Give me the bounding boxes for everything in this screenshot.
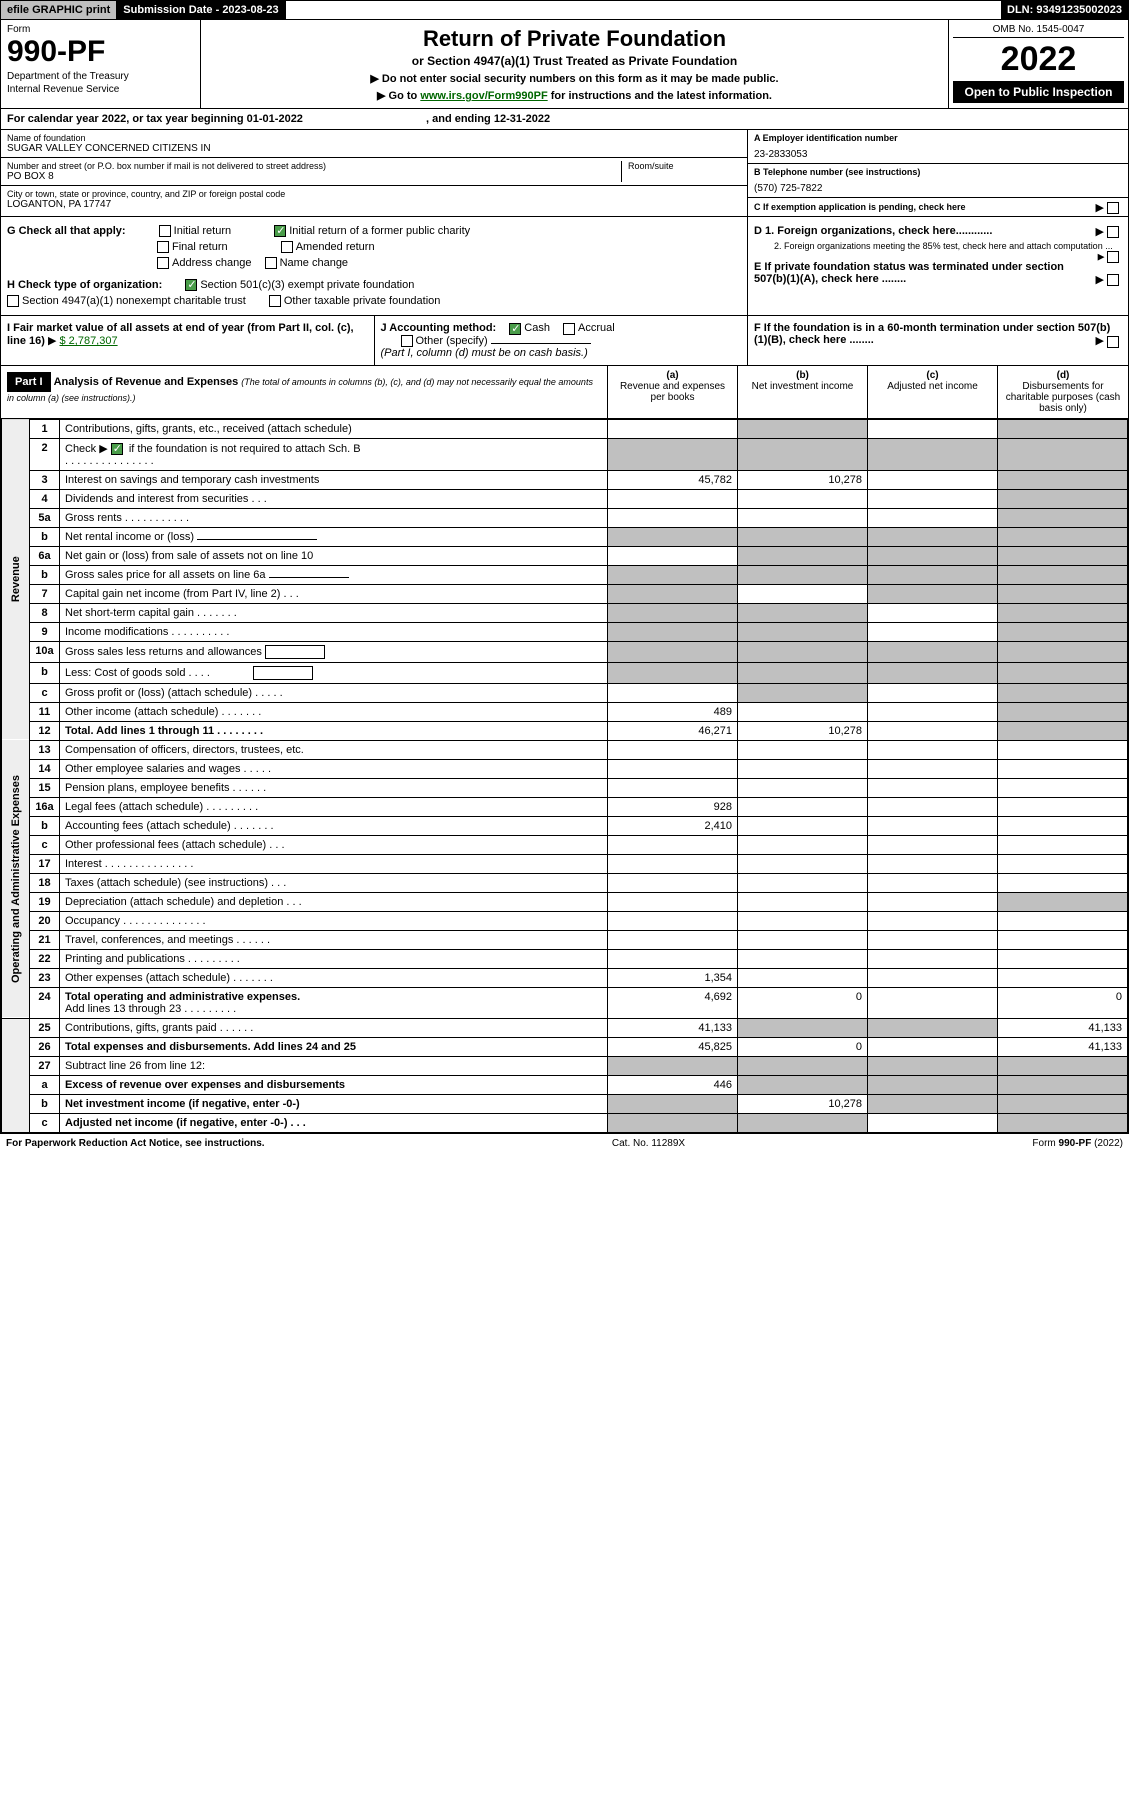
h-4947-checkbox[interactable] xyxy=(7,295,19,307)
e-label: E If private foundation status was termi… xyxy=(754,261,1064,285)
footer-mid: Cat. No. 11289X xyxy=(612,1138,685,1149)
c-checkbox[interactable] xyxy=(1107,202,1119,214)
calendar-year-row: For calendar year 2022, or tax year begi… xyxy=(1,109,1128,130)
dln: DLN: 93491235002023 xyxy=(1001,1,1128,19)
phone-label: B Telephone number (see instructions) xyxy=(754,167,1122,177)
city: LOGANTON, PA 17747 xyxy=(7,199,741,210)
g-initial-former-checkbox[interactable] xyxy=(274,225,286,237)
fmv-value[interactable]: $ 2,787,307 xyxy=(59,335,117,347)
irs-link[interactable]: www.irs.gov/Form990PF xyxy=(420,90,547,102)
j-label: J Accounting method: xyxy=(381,322,497,334)
note-link: ▶ Go to www.irs.gov/Form990PF for instru… xyxy=(207,89,942,102)
h-label: H Check type of organization: xyxy=(7,279,162,291)
c-label: C If exemption application is pending, c… xyxy=(754,202,966,212)
top-bar: efile GRAPHIC print Submission Date - 20… xyxy=(1,1,1128,20)
ein: 23-2833053 xyxy=(754,149,1122,160)
form-subtitle: or Section 4947(a)(1) Trust Treated as P… xyxy=(207,54,942,68)
dept-treasury: Department of the Treasury xyxy=(7,71,194,82)
expenses-label: Operating and Administrative Expenses xyxy=(2,740,30,1018)
e-checkbox[interactable] xyxy=(1107,274,1119,286)
foundation-name: SUGAR VALLEY CONCERNED CITIZENS IN xyxy=(7,143,741,154)
footer-left: For Paperwork Reduction Act Notice, see … xyxy=(6,1138,265,1149)
city-label: City or town, state or province, country… xyxy=(7,189,741,199)
g-address-checkbox[interactable] xyxy=(157,257,169,269)
d2-checkbox[interactable] xyxy=(1107,251,1119,263)
address: PO BOX 8 xyxy=(7,171,621,182)
g-amended-checkbox[interactable] xyxy=(281,241,293,253)
g-name-checkbox[interactable] xyxy=(265,257,277,269)
inspection-badge: Open to Public Inspection xyxy=(953,81,1124,103)
j-cash-checkbox[interactable] xyxy=(509,323,521,335)
address-label: Number and street (or P.O. box number if… xyxy=(7,161,621,171)
omb-number: OMB No. 1545-0047 xyxy=(953,24,1124,38)
g-initial-checkbox[interactable] xyxy=(159,225,171,237)
efile-label[interactable]: efile GRAPHIC print xyxy=(1,1,117,19)
j-note: (Part I, column (d) must be on cash basi… xyxy=(381,347,742,359)
submission-date: Submission Date - 2023-08-23 xyxy=(117,1,285,19)
revenue-label: Revenue xyxy=(2,419,30,740)
footer: For Paperwork Reduction Act Notice, see … xyxy=(0,1134,1129,1153)
d1-label: D 1. Foreign organizations, check here..… xyxy=(754,225,992,237)
form-label: Form xyxy=(7,24,194,35)
h-other-checkbox[interactable] xyxy=(269,295,281,307)
room-label: Room/suite xyxy=(628,161,741,171)
sch-b-checkbox[interactable] xyxy=(111,443,123,455)
j-accrual-checkbox[interactable] xyxy=(563,323,575,335)
name-label: Name of foundation xyxy=(7,133,741,143)
ein-label: A Employer identification number xyxy=(754,133,1122,143)
part1-title: Analysis of Revenue and Expenses xyxy=(54,376,239,388)
tax-year: 2022 xyxy=(953,40,1124,79)
phone: (570) 725-7822 xyxy=(754,183,1122,194)
f-checkbox[interactable] xyxy=(1107,336,1119,348)
h-501c3-checkbox[interactable] xyxy=(185,279,197,291)
dept-irs: Internal Revenue Service xyxy=(7,84,194,95)
main-table: Revenue 1Contributions, gifts, grants, e… xyxy=(1,419,1128,1133)
form-header: Form 990-PF Department of the Treasury I… xyxy=(1,20,1128,109)
g-final-checkbox[interactable] xyxy=(157,241,169,253)
j-other-checkbox[interactable] xyxy=(401,335,413,347)
d1-checkbox[interactable] xyxy=(1107,226,1119,238)
note-ssn: ▶ Do not enter social security numbers o… xyxy=(207,72,942,85)
d2-label: 2. Foreign organizations meeting the 85%… xyxy=(774,241,1113,251)
g-label: G Check all that apply: xyxy=(7,225,126,237)
form-title: Return of Private Foundation xyxy=(207,26,942,52)
form-number: 990-PF xyxy=(7,35,194,69)
part1-header: Part I xyxy=(7,372,51,392)
footer-right: Form 990-PF (2022) xyxy=(1032,1138,1123,1149)
f-label: F If the foundation is in a 60-month ter… xyxy=(754,322,1110,346)
